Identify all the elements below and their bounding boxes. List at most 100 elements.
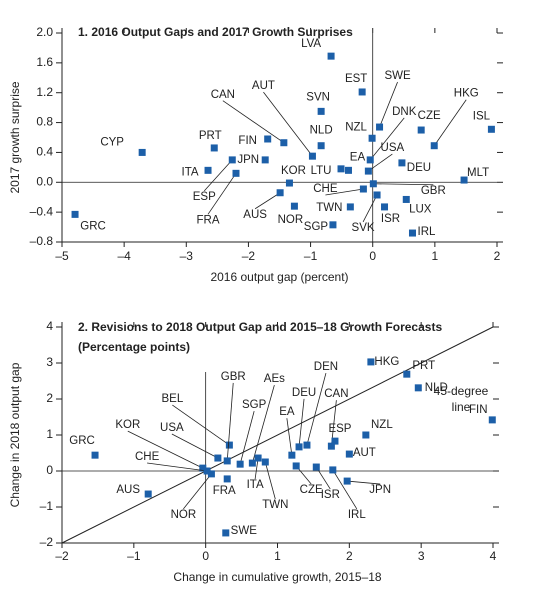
point-label: SWE <box>384 70 411 82</box>
leader-line <box>239 411 255 465</box>
y-tick-label: –0.8 <box>30 234 54 248</box>
x-tick-label: –5 <box>55 249 69 263</box>
point-label: PRT <box>199 130 222 142</box>
point-label: FIN <box>238 135 257 147</box>
point <box>488 416 496 424</box>
point <box>358 88 366 96</box>
point-label: ESP <box>328 423 351 435</box>
chart-subtitle: (Percentage points) <box>78 340 190 354</box>
point-label: SVN <box>306 91 330 103</box>
point <box>203 467 211 475</box>
point <box>138 148 146 156</box>
point <box>366 156 374 164</box>
point-label: EST <box>345 73 367 85</box>
point-label: FIN <box>469 404 488 416</box>
leader-line <box>263 91 313 157</box>
leader-line <box>362 194 378 223</box>
point <box>303 441 311 449</box>
leader-line <box>127 430 203 469</box>
point <box>460 176 468 184</box>
point-label: KOR <box>281 165 306 177</box>
point-label: ESP <box>193 191 216 203</box>
point-label: NZL <box>371 419 393 431</box>
point <box>398 159 406 167</box>
annotation: 45-degree <box>434 384 489 398</box>
leader-line <box>306 372 327 446</box>
point <box>414 384 422 392</box>
leader-line <box>379 81 398 128</box>
point-label: CHE <box>135 451 160 463</box>
x-tick-label: –2 <box>242 249 256 263</box>
point <box>368 134 376 142</box>
leader-line <box>203 159 233 192</box>
point <box>337 165 345 173</box>
leader-line <box>373 183 434 186</box>
point <box>288 451 296 459</box>
leader-line <box>264 461 276 500</box>
point <box>345 450 353 458</box>
point <box>359 185 367 193</box>
x-tick-label: 3 <box>418 549 425 563</box>
point <box>295 443 303 451</box>
point-label: IRL <box>348 509 367 521</box>
point-label: ISR <box>381 213 400 225</box>
point <box>264 135 272 143</box>
point-label: LUX <box>409 203 432 215</box>
point-label: CAN <box>324 388 348 400</box>
y-tick-label: –2 <box>40 535 54 549</box>
point-label: CAN <box>211 89 235 101</box>
point <box>327 442 335 450</box>
point-label: HKG <box>454 88 479 100</box>
point <box>376 123 384 131</box>
point <box>91 451 99 459</box>
point-label: USA <box>381 142 405 154</box>
point <box>329 466 337 474</box>
x-tick-label: –2 <box>55 549 69 563</box>
point <box>364 167 372 175</box>
point-label: AUT <box>252 80 275 92</box>
leader-line <box>172 404 230 446</box>
y-tick-label: 0 <box>46 463 53 477</box>
x-tick-label: –1 <box>304 249 318 263</box>
x-tick-label: 1 <box>432 249 439 263</box>
point-label: SWE <box>231 525 258 537</box>
point-label: LTU <box>311 165 332 177</box>
leader-line <box>254 192 281 210</box>
leader-line <box>251 384 275 464</box>
point <box>236 460 244 468</box>
point-label: FRA <box>213 485 236 497</box>
chart-title: 2. Revisions to 2018 Output Gap and 2015… <box>78 320 442 334</box>
point <box>367 358 375 366</box>
point <box>343 477 351 485</box>
point-label: CZE <box>300 484 323 496</box>
point-label: ITA <box>182 166 199 178</box>
leader-line <box>369 117 405 161</box>
point-label: GBR <box>421 185 446 197</box>
leader-line <box>298 398 305 447</box>
leader-line <box>171 433 219 459</box>
point-label: ISR <box>321 489 340 501</box>
point-label: CYP <box>100 136 124 148</box>
y-tick-label: 3 <box>46 355 53 369</box>
point-label: DEU <box>407 162 431 174</box>
point <box>430 142 438 150</box>
point <box>228 156 236 164</box>
leader-line <box>332 469 358 510</box>
x-tick-label: 4 <box>490 549 497 563</box>
point-label: GRC <box>80 220 106 232</box>
point <box>312 463 320 471</box>
point <box>280 139 288 147</box>
point <box>71 210 79 218</box>
point-label: AUS <box>243 209 267 221</box>
x-tick-label: 2 <box>346 549 353 563</box>
point-label: GBR <box>221 371 246 383</box>
point-label: CHE <box>313 183 338 195</box>
point-label: TWN <box>262 499 288 511</box>
point-label: LVA <box>301 38 321 50</box>
point-label: USA <box>160 422 184 434</box>
leader-line <box>147 462 208 472</box>
point-label: CZE <box>418 110 441 122</box>
point <box>223 475 231 483</box>
point <box>327 52 335 60</box>
point-label: KOR <box>115 419 140 431</box>
